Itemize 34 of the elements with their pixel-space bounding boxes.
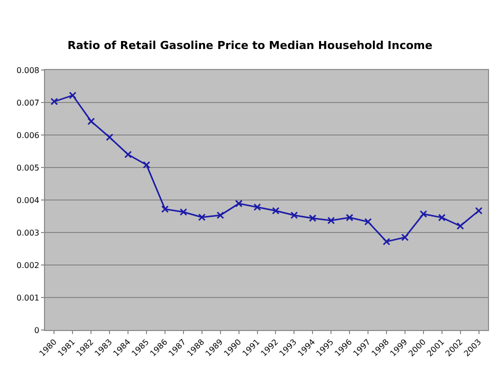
point [124,150,132,158]
point [142,161,150,169]
point [106,134,114,142]
y-tick-label: 0.003 [16,228,40,238]
y-tick-label: 0 [34,326,40,335]
point [456,222,464,230]
point [161,205,169,213]
y-tick-label: 0.002 [16,260,40,270]
point [290,212,298,220]
y-tick-label: 0.004 [16,196,40,205]
point [308,214,316,222]
point [420,210,428,218]
point [382,238,390,246]
point [346,214,354,222]
y-tick-label: 0.001 [16,293,40,302]
point [364,218,372,226]
y-tick-label: 0.005 [16,163,40,172]
y-tick-label: 0.008 [16,66,40,75]
point [235,200,243,208]
y-tick-label: 0.007 [16,98,40,108]
point [327,216,335,224]
point [475,206,483,214]
point [87,118,95,126]
point [68,92,76,100]
point [272,206,280,214]
point [254,203,262,211]
point [180,208,188,216]
point [401,234,409,242]
point [50,98,58,106]
chart-title: Ratio of Retail Gasoline Price to Median Household Income [68,38,432,52]
point [198,213,206,221]
y-tick-label: 0.006 [16,130,40,140]
point [216,212,224,220]
point [438,214,446,222]
